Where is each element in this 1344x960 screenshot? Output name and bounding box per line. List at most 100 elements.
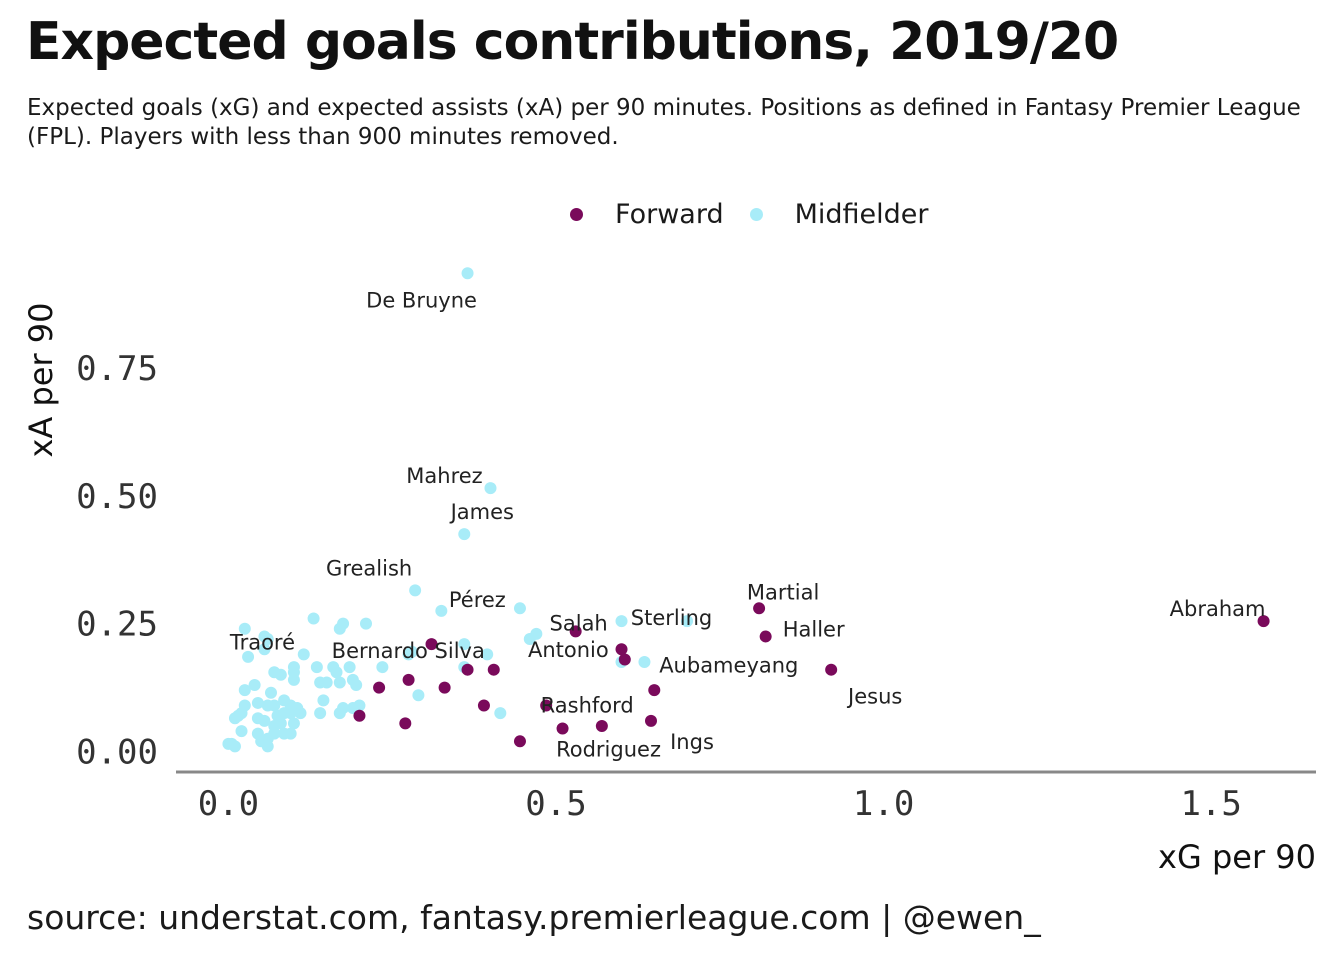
point-label: Traoré	[229, 630, 295, 654]
midfielder-point	[297, 648, 310, 661]
point-label: Ings	[670, 730, 714, 754]
midfielder-point	[258, 714, 271, 727]
midfielder-point	[484, 482, 497, 495]
forward-point	[487, 663, 500, 676]
y-tick-label: 0.25	[76, 605, 158, 645]
midfielder-point	[268, 727, 281, 740]
midfielder-point	[228, 712, 241, 725]
midfielder-point	[494, 707, 507, 720]
midfielder-point	[523, 633, 536, 645]
source-caption: source: understat.com, fantasy.premierle…	[27, 898, 1041, 937]
midfielder-point	[248, 679, 261, 692]
forward-point	[645, 714, 657, 727]
forward-point	[477, 699, 490, 712]
axes: 0.0 0.5 1.0 1.5 0.00 0.25 0.50 0.75	[76, 349, 1316, 824]
point-label: De Bruyne	[366, 288, 477, 312]
midfielder-point	[314, 707, 327, 720]
forward-point	[540, 699, 553, 712]
midfielder-point	[333, 676, 346, 689]
midfielder-point	[458, 638, 471, 651]
midfielder-point	[287, 717, 300, 730]
point-label: Antonio	[528, 638, 609, 662]
midfielder-point	[458, 528, 471, 541]
midfielder-point	[435, 604, 448, 617]
midfielder-point	[681, 615, 694, 628]
forward-point	[759, 630, 772, 643]
forward-point	[595, 719, 608, 732]
midfielder-point	[287, 673, 300, 686]
point-label: Salah	[550, 611, 608, 635]
x-tick-label: 0.0	[198, 784, 259, 824]
y-tick-label: 0.00	[76, 733, 158, 773]
midfielder-point	[307, 612, 320, 625]
midfielder-point	[409, 584, 422, 597]
forward-point	[461, 663, 474, 676]
midfielder-point	[376, 661, 389, 674]
midfielder-point	[402, 648, 415, 661]
x-tick-label: 1.5	[1180, 784, 1241, 824]
midfielder-point	[235, 725, 248, 738]
forward-point	[556, 722, 569, 735]
midfielder-point	[274, 668, 287, 681]
midfielder-point	[320, 676, 333, 689]
midfielder-point	[261, 699, 274, 712]
midfielder-point	[615, 615, 628, 628]
midfielder-point	[333, 622, 346, 635]
forward-point	[438, 681, 451, 694]
midfielder-point	[238, 622, 251, 635]
point-label: Abraham	[1170, 597, 1266, 621]
forward-point	[648, 684, 661, 697]
midfielder-point	[265, 686, 277, 699]
legend-swatch-midfielder	[749, 207, 763, 221]
midfielder-point	[481, 648, 494, 661]
midfielder-point	[317, 694, 330, 707]
midfielder-point	[353, 699, 366, 712]
legend-swatch-forward	[570, 207, 583, 221]
forward-point	[1257, 615, 1270, 628]
data-points	[222, 267, 1270, 753]
legend-item-midfielder: Midfielder	[749, 199, 929, 230]
point-label: Martial	[747, 580, 819, 604]
midfielder-point	[360, 617, 372, 630]
forward-point	[825, 663, 838, 676]
chart-title: Expected goals contributions, 2019/20	[26, 12, 1119, 72]
midfielder-point	[330, 666, 343, 679]
legend-label-forward: Forward	[615, 198, 724, 230]
midfielder-point	[251, 696, 264, 709]
point-label: Bernardo Silva	[332, 639, 485, 663]
point-label: Rashford	[541, 694, 634, 718]
chart-subtitle: Expected goals (xG) and expected assists…	[27, 95, 1301, 150]
midfielder-point	[284, 727, 297, 740]
forward-point	[353, 709, 366, 722]
forward-point	[513, 735, 526, 748]
legend-item-forward: Forward	[570, 199, 724, 230]
forward-point	[399, 717, 412, 730]
point-label: Pérez	[449, 588, 506, 612]
point-label: Sterling	[631, 606, 712, 630]
midfielder-point	[284, 707, 297, 720]
forward-point	[753, 602, 766, 615]
midfielder-point	[513, 602, 526, 615]
midfielder-point	[350, 679, 363, 692]
y-tick-label: 0.75	[76, 349, 158, 389]
forward-point	[615, 643, 628, 656]
point-label: Haller	[783, 617, 845, 641]
midfielder-point	[412, 689, 425, 702]
forward-point	[618, 653, 631, 666]
point-labels: De Bruyne Mahrez James Grealish Pérez Sterlin…	[229, 288, 1266, 761]
midfielder-point	[461, 267, 474, 280]
legend: Forward Midfielder	[570, 196, 955, 232]
midfielder-point	[333, 707, 346, 720]
point-label: James	[449, 500, 514, 524]
forward-point	[425, 638, 438, 651]
point-label: Grealish	[326, 556, 412, 580]
midfielder-point	[261, 633, 274, 645]
x-axis-title: xG per 90	[1158, 838, 1316, 876]
y-tick-label: 0.50	[76, 477, 158, 517]
midfielder-point	[258, 643, 271, 656]
forward-point	[373, 681, 386, 694]
midfielder-point	[242, 650, 255, 663]
x-tick-label: 1.0	[853, 784, 914, 824]
